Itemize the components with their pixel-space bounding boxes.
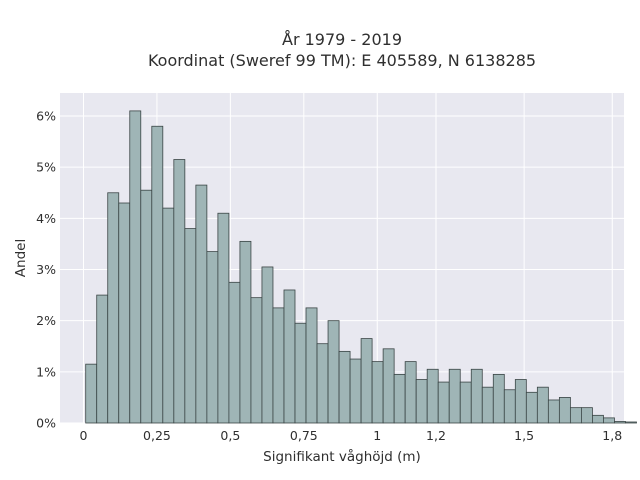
histogram-bar: [305, 307, 318, 424]
histogram-bar: [592, 414, 604, 424]
x-tick-label: 1: [373, 428, 381, 443]
histogram-bar: [492, 373, 505, 424]
x-tick-labels: 0 0,25 0,5 0,75 1 1,2 1,5 1,8: [80, 428, 623, 443]
histogram-bar: [569, 407, 582, 424]
histogram-bar: [514, 379, 527, 424]
y-tick-label: 2%: [36, 313, 56, 328]
histogram-bar: [162, 207, 175, 424]
histogram-bar: [525, 391, 538, 424]
y-tick-label: 6%: [36, 109, 56, 124]
histogram-bar: [173, 159, 186, 424]
histogram-bar: [327, 320, 340, 424]
histogram-bar: [349, 358, 362, 424]
histogram-bar: [151, 125, 164, 424]
y-axis-label: Andel: [13, 239, 29, 277]
histogram-bar: [625, 421, 637, 424]
histogram-bar: [503, 389, 516, 424]
histogram-bar: [129, 110, 142, 424]
histogram-bar: [96, 294, 109, 424]
histogram-bar: [107, 192, 120, 424]
x-tick-label: 1,2: [426, 428, 446, 443]
histogram-bar: [206, 251, 219, 424]
histogram-bar: [437, 381, 450, 424]
histogram-bar: [294, 322, 307, 424]
histogram-bar: [415, 379, 428, 424]
histogram-bar: [470, 368, 483, 424]
chart-title: År 1979 - 2019: [282, 30, 402, 49]
x-tick-label: 1,8: [602, 428, 622, 443]
histogram-bar: [316, 343, 329, 424]
histogram-bar: [448, 368, 461, 424]
x-tick-label: 0: [80, 428, 88, 443]
histogram-bar: [228, 281, 241, 424]
histogram-bar: [382, 348, 395, 424]
x-tick-label: 0,75: [290, 428, 318, 443]
histogram-bar: [85, 363, 98, 424]
histogram-bar: [250, 297, 263, 424]
histogram-bar: [393, 373, 406, 424]
y-tick-label: 5%: [36, 160, 56, 175]
histogram-bar: [558, 397, 571, 424]
histogram-bar: [239, 240, 252, 424]
histogram-bar: [581, 407, 593, 424]
x-tick-label: 0,5: [220, 428, 240, 443]
chart-subtitle: Koordinat (Sweref 99 TM): E 405589, N 61…: [148, 51, 536, 70]
histogram-bar: [481, 386, 494, 424]
y-tick-label: 4%: [36, 211, 56, 226]
histogram-bar: [283, 289, 296, 424]
y-tick-label: 3%: [36, 262, 56, 277]
histogram-bar: [338, 350, 351, 424]
histogram-bar: [360, 338, 373, 424]
x-tick-label: 0,25: [143, 428, 171, 443]
histogram-bar: [140, 189, 153, 424]
y-tick-labels: 0% 1% 2% 3% 4% 5% 6%: [36, 109, 56, 431]
histogram-bar: [118, 202, 131, 424]
y-tick-label: 1%: [36, 364, 56, 379]
histogram-bar: [426, 368, 439, 424]
x-tick-label: 1,5: [514, 428, 534, 443]
histogram-bar: [195, 184, 208, 424]
histogram-bar: [272, 307, 285, 424]
histogram-bar: [261, 266, 274, 424]
x-axis-label: Signifikant våghöjd (m): [263, 448, 421, 465]
histogram-bar: [184, 228, 197, 424]
histogram-bar: [217, 212, 230, 424]
histogram-bar: [614, 421, 626, 424]
histogram-bar: [536, 386, 549, 424]
histogram-bar: [603, 417, 615, 424]
histogram-bar: [459, 381, 472, 424]
histogram-bar: [404, 361, 417, 424]
histogram-bar: [371, 361, 384, 424]
y-tick-label: 0%: [36, 416, 56, 431]
bars: [85, 110, 637, 424]
histogram-bar: [547, 399, 560, 424]
